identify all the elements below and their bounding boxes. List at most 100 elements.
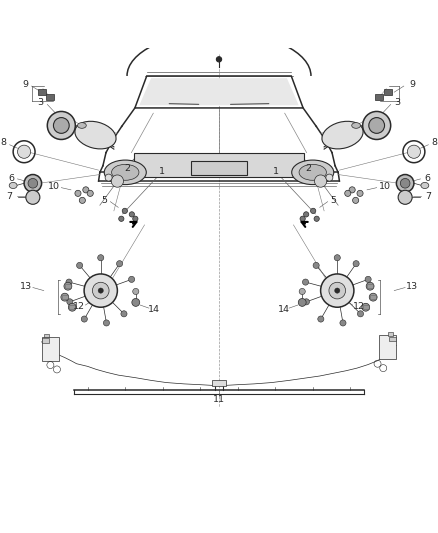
Circle shape: [303, 279, 309, 285]
Circle shape: [304, 212, 309, 217]
Circle shape: [122, 208, 127, 214]
Circle shape: [216, 56, 222, 62]
Circle shape: [83, 187, 89, 193]
Circle shape: [87, 190, 93, 197]
Circle shape: [318, 316, 324, 322]
Text: 7: 7: [425, 192, 431, 201]
Text: 12: 12: [73, 302, 85, 311]
Text: 13: 13: [406, 282, 418, 290]
Text: 5: 5: [331, 196, 337, 205]
Text: 7: 7: [7, 192, 13, 201]
Circle shape: [75, 190, 81, 197]
Circle shape: [321, 274, 354, 307]
Circle shape: [68, 303, 76, 311]
Text: 5: 5: [101, 196, 107, 205]
Circle shape: [396, 174, 414, 192]
Circle shape: [349, 187, 355, 193]
Circle shape: [300, 216, 305, 221]
Circle shape: [128, 276, 134, 282]
Text: 9: 9: [410, 80, 416, 89]
Bar: [69, 305, 75, 310]
Circle shape: [369, 293, 377, 301]
Text: 14: 14: [148, 305, 160, 314]
Text: 3: 3: [38, 98, 44, 107]
Text: 8: 8: [431, 139, 438, 148]
Circle shape: [353, 197, 359, 204]
Text: 13: 13: [20, 282, 32, 290]
Circle shape: [133, 216, 138, 221]
Ellipse shape: [299, 164, 326, 180]
Bar: [46, 94, 54, 100]
Ellipse shape: [322, 122, 363, 149]
Circle shape: [304, 299, 310, 305]
Bar: [44, 334, 49, 337]
Ellipse shape: [421, 182, 429, 189]
Circle shape: [77, 262, 83, 269]
Circle shape: [98, 288, 103, 293]
Circle shape: [357, 311, 364, 317]
Circle shape: [298, 298, 306, 306]
Circle shape: [92, 282, 109, 299]
Text: 1: 1: [159, 167, 165, 176]
Circle shape: [353, 261, 359, 266]
Ellipse shape: [75, 122, 116, 149]
Circle shape: [313, 262, 319, 269]
Circle shape: [400, 179, 410, 188]
Circle shape: [67, 299, 73, 305]
Circle shape: [369, 118, 385, 133]
Bar: [134, 152, 304, 177]
Text: 3: 3: [394, 98, 400, 107]
Circle shape: [121, 311, 127, 317]
Circle shape: [407, 145, 420, 158]
Circle shape: [53, 118, 69, 133]
Circle shape: [105, 174, 112, 181]
Bar: [212, 381, 226, 386]
Circle shape: [335, 288, 340, 293]
Text: 2: 2: [124, 164, 130, 173]
Bar: [379, 335, 396, 359]
Circle shape: [133, 288, 139, 295]
Bar: [42, 338, 49, 343]
Ellipse shape: [9, 182, 17, 189]
Ellipse shape: [112, 164, 139, 180]
Circle shape: [366, 282, 374, 290]
Bar: [367, 284, 373, 288]
Polygon shape: [139, 78, 299, 106]
Circle shape: [111, 175, 124, 187]
Text: 6: 6: [424, 174, 430, 183]
Bar: [42, 336, 59, 361]
Circle shape: [311, 208, 316, 214]
Circle shape: [129, 212, 134, 217]
Circle shape: [26, 190, 40, 204]
Text: 8: 8: [0, 139, 7, 148]
Circle shape: [357, 190, 363, 197]
Circle shape: [47, 111, 75, 140]
Circle shape: [363, 111, 391, 140]
Circle shape: [61, 293, 69, 301]
Bar: [65, 284, 71, 288]
Text: 14: 14: [278, 305, 290, 314]
Circle shape: [329, 282, 346, 299]
Bar: [191, 161, 247, 174]
Circle shape: [299, 288, 305, 295]
Text: 12: 12: [353, 302, 365, 311]
Text: 9: 9: [22, 80, 28, 89]
Circle shape: [326, 174, 333, 181]
Circle shape: [79, 197, 85, 204]
Ellipse shape: [292, 160, 334, 184]
Text: 11: 11: [213, 395, 225, 403]
Bar: [62, 295, 68, 300]
Bar: [388, 332, 393, 336]
Circle shape: [132, 298, 140, 306]
Ellipse shape: [352, 123, 360, 128]
Text: 6: 6: [8, 174, 14, 183]
Bar: [384, 89, 392, 95]
Bar: [370, 295, 376, 300]
Text: 10: 10: [47, 182, 60, 191]
Circle shape: [24, 174, 42, 192]
Circle shape: [81, 316, 87, 322]
Circle shape: [314, 216, 319, 221]
Circle shape: [103, 320, 110, 326]
Text: 2: 2: [306, 164, 312, 173]
Circle shape: [117, 261, 123, 266]
